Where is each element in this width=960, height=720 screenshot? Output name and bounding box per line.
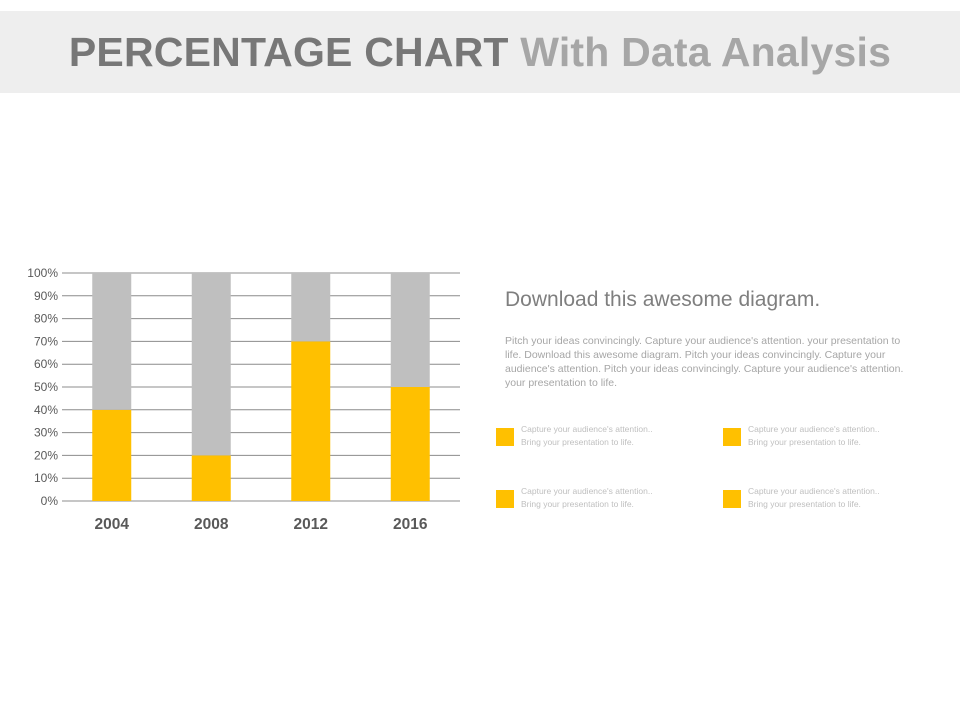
y-tick-label: 90% — [34, 289, 58, 303]
legend-line2: Bring your presentation to life. — [748, 498, 861, 509]
legend-swatch — [723, 490, 741, 508]
legend-item-1: Capture your audience's attention.. Brin… — [496, 423, 696, 453]
legend-line1: Capture your audience's attention.. — [748, 424, 880, 434]
bar-remainder-2012 — [291, 273, 331, 342]
legend-line2: Bring your presentation to life. — [521, 498, 634, 509]
legend-line2: Bring your presentation to life. — [748, 436, 861, 447]
y-tick-label: 40% — [34, 403, 58, 417]
y-tick-label: 70% — [34, 334, 58, 348]
legend-line1: Capture your audience's attention.. — [521, 424, 653, 434]
y-tick-label: 100% — [27, 266, 58, 280]
bar-remainder-2008 — [191, 273, 231, 456]
percentage-bar-chart: 0% 10% 20% 30% 40% 50% 60% 70% 80% 90% 100% 2004 200… — [27, 266, 460, 533]
y-tick-label: 60% — [34, 357, 58, 371]
title-light: With Data Analysis — [520, 28, 892, 75]
y-tick-label: 10% — [34, 471, 58, 485]
legend-text: Capture your audience's attention.. Brin… — [748, 485, 933, 510]
y-tick-label: 0% — [41, 494, 59, 508]
y-tick-label: 20% — [34, 448, 58, 462]
x-tick-label: 2008 — [194, 516, 229, 533]
legend-swatch — [496, 490, 514, 508]
legend-text: Capture your audience's attention.. Brin… — [748, 423, 933, 448]
y-tick-label: 80% — [34, 312, 58, 326]
legend-line2: Bring your presentation to life. — [521, 436, 634, 447]
bar-value-2004 — [92, 409, 132, 501]
bar-value-2016 — [390, 387, 430, 501]
y-tick-label: 50% — [34, 380, 58, 394]
bar-value-2008 — [191, 455, 231, 501]
legend-item-2: Capture your audience's attention.. Brin… — [723, 423, 923, 453]
content-body: Pitch your ideas convincingly. Capture y… — [505, 335, 904, 389]
x-tick-label: 2016 — [393, 516, 428, 533]
bar-value-2012 — [291, 341, 331, 501]
y-tick-label: 30% — [34, 426, 58, 440]
legend-text: Capture your audience's attention.. Brin… — [521, 423, 706, 448]
legend-swatch — [496, 428, 514, 446]
x-tick-label: 2004 — [95, 516, 130, 533]
legend-line1: Capture your audience's attention.. — [521, 486, 653, 496]
bar-remainder-2016 — [390, 273, 430, 387]
legend-line1: Capture your audience's attention.. — [748, 486, 880, 496]
legend-item-4: Capture your audience's attention.. Brin… — [723, 485, 923, 515]
legend-swatch — [723, 428, 741, 446]
legend-text: Capture your audience's attention.. Brin… — [521, 485, 706, 510]
x-tick-label: 2012 — [294, 516, 328, 533]
legend-item-3: Capture your audience's attention.. Brin… — [496, 485, 696, 515]
title-bar: PERCENTAGE CHART With Data Analysis — [0, 11, 960, 93]
page-title: PERCENTAGE CHART With Data Analysis — [69, 29, 891, 76]
title-bold: PERCENTAGE CHART — [68, 28, 509, 75]
content-heading: Download this awesome diagram. — [505, 288, 821, 311]
bar-remainder-2004 — [92, 273, 132, 410]
